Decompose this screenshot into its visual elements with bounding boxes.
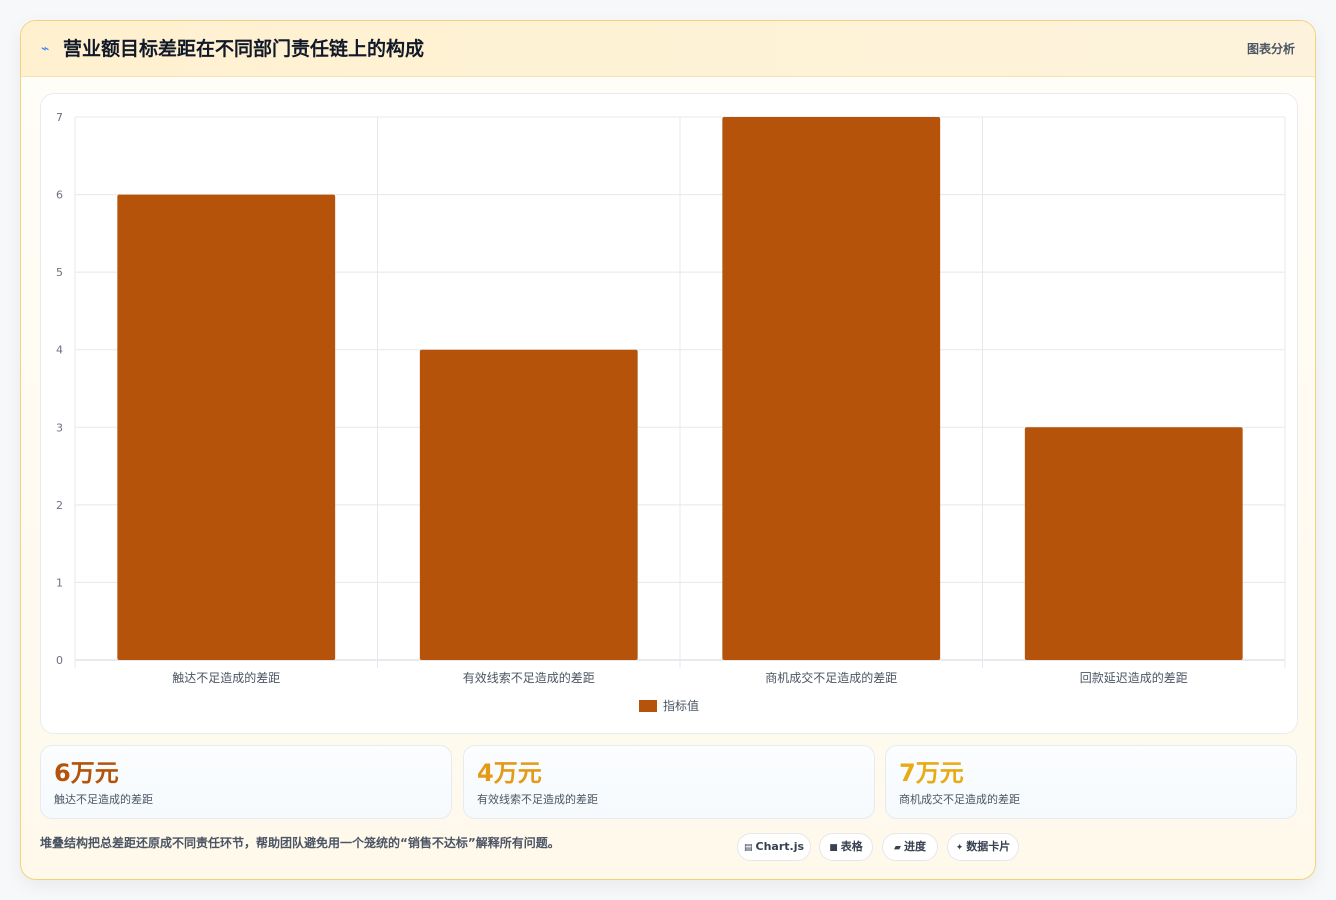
chart-icon: ▤	[743, 843, 753, 853]
x-tick-label: 触达不足造成的差距	[172, 670, 280, 685]
chip-label: 数据卡片	[966, 840, 1011, 853]
stat-label: 触达不足造成的差距	[54, 793, 153, 806]
page-title: 营业额目标差距在不同部门责任链上的构成	[63, 38, 425, 60]
card-header: ⌁ 营业额目标差距在不同部门责任链上的构成 图表分析	[21, 21, 1315, 77]
stat-value: 7万元	[899, 759, 964, 787]
stat-value: 4万元	[477, 759, 542, 787]
y-tick-label: 7	[56, 111, 63, 124]
x-tick-label: 商机成交不足造成的差距	[765, 670, 897, 685]
footer-note: 堆叠结构把总差距还原成不同责任环节，帮助团队避免用一个笼统的“销售不达标”解释所…	[40, 836, 560, 850]
chip-progress[interactable]: ▰ 进度	[882, 833, 938, 861]
chart-panel: 0 1 2 3 4 5 6 7 触达不足造成的差距 有效线索不足造成的差距 商机成交不足造成的差距 回…	[40, 93, 1298, 734]
stat-value: 6万元	[54, 759, 119, 787]
bar	[1024, 427, 1243, 660]
x-tick-label: 回款延迟造成的差距	[1080, 670, 1188, 685]
y-tick-label: 1	[56, 576, 63, 589]
chart-analysis-link[interactable]: 图表分析	[1246, 42, 1295, 56]
stat-card-3: 7万元 商机成交不足造成的差距	[885, 745, 1297, 819]
legend-swatch	[639, 700, 657, 712]
sparkle-icon: ✦	[955, 843, 964, 853]
progress-icon: ▰	[894, 843, 901, 853]
table-icon: ■	[829, 843, 838, 853]
bar-chart: 0 1 2 3 4 5 6 7 触达不足造成的差距 有效线索不足造成的差距 商机成交不足造成的差距 回…	[56, 111, 1286, 713]
chart-card: ⌁ 营业额目标差距在不同部门责任链上的构成 图表分析 0 1 2 3 4 5 6 7 触达不足造…	[20, 20, 1316, 880]
x-tick-label: 有效线索不足造成的差距	[463, 670, 595, 685]
chip-label: 进度	[903, 840, 926, 853]
bar	[722, 117, 941, 660]
chip-data-card[interactable]: ✦ 数据卡片	[947, 833, 1019, 861]
y-tick-label: 4	[56, 344, 63, 357]
chip-label: 表格	[840, 840, 863, 853]
legend-label: 指标值	[663, 698, 699, 713]
chip-label: Chart.js	[755, 840, 805, 853]
y-tick-label: 6	[56, 189, 63, 202]
stat-card-1: 6万元 触达不足造成的差距	[40, 745, 452, 819]
y-tick-label: 5	[56, 266, 63, 279]
trend-line-icon: ⌁	[41, 41, 50, 57]
chip-table[interactable]: ■ 表格	[819, 833, 873, 861]
stat-label: 商机成交不足造成的差距	[899, 793, 1020, 806]
bar	[117, 194, 336, 661]
y-tick-label: 3	[56, 421, 63, 434]
y-tick-label: 2	[56, 499, 63, 512]
stat-label: 有效线索不足造成的差距	[477, 793, 598, 806]
chip-chartjs[interactable]: ▤ Chart.js	[737, 833, 811, 861]
bar	[419, 349, 638, 660]
y-tick-label: 0	[56, 654, 63, 667]
stat-card-2: 4万元 有效线索不足造成的差距	[463, 745, 875, 819]
